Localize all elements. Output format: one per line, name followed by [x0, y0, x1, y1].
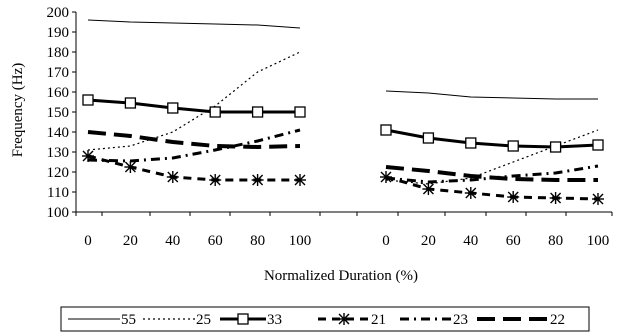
data-point-21	[549, 192, 562, 204]
series-line-55	[385, 90, 598, 100]
x-tick-label: 100	[289, 233, 312, 249]
x-tick-label: 0	[382, 233, 390, 249]
y-tick-label: 190	[47, 25, 70, 41]
data-point-21	[166, 171, 179, 183]
legend-item-21: 21	[318, 312, 386, 328]
series-line-21	[385, 175, 599, 201]
series-22	[87, 130, 598, 182]
data-point-33	[592, 139, 604, 151]
series-23	[87, 128, 599, 184]
legend-item-55: 55	[68, 312, 136, 328]
data-point-21	[592, 193, 604, 205]
data-point-33	[465, 137, 477, 149]
legend-label: 55	[121, 312, 136, 328]
legend-item-22: 22	[477, 312, 565, 328]
data-point-33	[422, 132, 435, 144]
x-tick-label: 80	[548, 233, 563, 249]
series-line-23	[87, 128, 301, 163]
series-line-22	[87, 130, 301, 149]
legend-marker	[338, 313, 350, 325]
legend-label: 21	[371, 312, 386, 328]
data-point-21	[294, 174, 306, 186]
legend-label: 25	[196, 312, 211, 328]
y-tick-label: 140	[47, 125, 70, 141]
series-line-25	[87, 51, 301, 151]
legend-label: 23	[453, 312, 468, 328]
x-tick-label: 60	[506, 233, 521, 249]
series-layer	[82, 19, 604, 205]
legend-label: 33	[267, 312, 282, 328]
y-tick-label: 160	[47, 85, 70, 101]
legend-item-33: 33	[220, 312, 282, 328]
legend: 55 25 33 21 23 22	[60, 306, 590, 332]
y-tick-label: 130	[47, 145, 70, 161]
data-point-21	[251, 174, 264, 186]
legend-box	[60, 306, 590, 332]
series-line-21	[87, 154, 300, 182]
x-axis-title: Normalized Duration (%)	[264, 268, 418, 284]
series-line-25	[385, 129, 599, 185]
series-line-33	[87, 98, 300, 114]
x-tick-label: 60	[208, 233, 223, 249]
data-point-21	[124, 161, 137, 173]
data-point-33	[549, 141, 562, 153]
legend-label: 22	[550, 312, 565, 328]
y-tick-label: 150	[47, 105, 70, 121]
data-point-21	[209, 174, 222, 186]
data-point-33	[507, 140, 519, 152]
series-55	[87, 19, 598, 100]
data-point-33	[251, 106, 264, 118]
data-point-21	[464, 187, 477, 199]
y-tick-label: 180	[47, 45, 70, 61]
y-tick-labels: 100 110 120 130 140 150 160 170 180 190 200	[47, 5, 70, 221]
x-tick-label: 100	[587, 233, 610, 249]
series-33	[82, 94, 604, 153]
x-tick-label: 20	[123, 233, 138, 249]
data-point-21	[507, 191, 520, 203]
plot-axes	[72, 11, 613, 216]
x-tick-label: 40	[463, 233, 478, 249]
y-tick-label: 120	[47, 165, 70, 181]
y-tick-label: 200	[47, 5, 70, 21]
series-line-33	[385, 128, 599, 149]
y-tick-label: 170	[47, 65, 70, 81]
series-21	[82, 150, 604, 205]
data-point-33	[380, 124, 392, 136]
x-tick-label: 0	[84, 233, 92, 249]
series-line-22	[385, 165, 598, 182]
data-point-33	[294, 106, 306, 118]
y-tick-label: 110	[47, 185, 69, 201]
x-tick-label: 40	[165, 233, 180, 249]
series-25	[87, 51, 599, 185]
x-tick-label: 20	[421, 233, 436, 249]
x-tick-labels: 0 20 40 60 80 100 0 20 40 60 80 100	[84, 233, 609, 249]
series-line-55	[87, 19, 301, 29]
x-tick-label: 80	[250, 233, 265, 249]
data-point-21	[422, 183, 435, 195]
y-axis-title: Frequency (Hz)	[10, 63, 26, 158]
data-point-33	[82, 94, 94, 106]
data-point-33	[209, 106, 221, 118]
data-point-33	[167, 102, 179, 114]
legend-marker	[237, 313, 249, 325]
data-point-33	[124, 97, 137, 109]
y-tick-label: 100	[47, 205, 70, 221]
legend-item-25: 25	[143, 312, 211, 328]
legend-item-23: 23	[400, 312, 468, 328]
